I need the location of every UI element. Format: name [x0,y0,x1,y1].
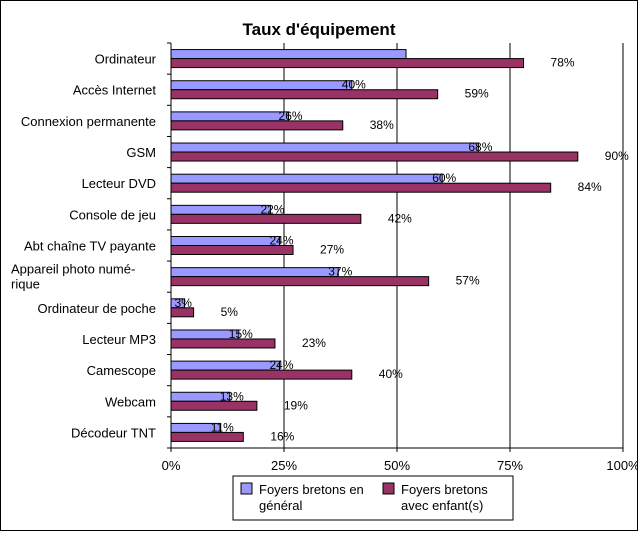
data-label: 24% [269,234,293,248]
bar-series-1 [170,360,280,371]
legend-box [232,475,514,521]
x-tick-label: 50% [384,458,410,473]
category-label: Webcam [105,394,156,409]
x-tick-label: 0% [162,458,181,473]
legend-swatch [382,482,395,495]
bar-series-2 [170,400,258,411]
data-label: 24% [269,358,293,372]
x-tick-labels: 0% 25% 50% 75% 100% [162,458,638,473]
data-label: 38% [370,118,394,132]
legend: Foyers bretons en général Foyers bretons av… [232,475,514,521]
category-label: Console de jeu [69,207,156,222]
category-labels: Ordinateur Accès Internet Connexion perman… [11,52,157,441]
category-label: Décodeur TNT [71,425,156,440]
bar-series-2 [170,369,353,380]
category-label: Lecteur MP3 [82,332,156,347]
legend-label: Foyers bretons avec enfant(s) [401,482,488,513]
bar-series-1 [170,204,271,215]
bar-series-1 [170,80,353,91]
data-label: 27% [320,243,344,257]
bar-series-1 [170,267,339,278]
data-labels: 78% 40% 59% 26% 38% 68% 90% 60% 84% 22% 42% 24% 27% 3… [175,56,630,444]
category-label: Appareil photo numé-rique [11,262,135,292]
legend-label: Foyers bretons en général [259,482,364,513]
category-label: Ordinateur de poche [37,301,156,316]
data-label: 78% [551,56,575,70]
bar-series-1 [170,49,407,60]
bar-series-2 [170,276,430,287]
data-label: 19% [284,398,308,412]
category-label: Connexion permanente [21,114,156,129]
data-label: 22% [260,202,284,216]
data-label: 57% [456,274,480,288]
data-label: 40% [379,367,403,381]
axes [167,42,624,452]
data-label: 42% [388,211,412,225]
category-label: Ordinateur [95,52,157,67]
bar-series-2 [170,151,579,162]
x-tick-label: 75% [497,458,523,473]
category-label: Accès Internet [73,83,156,98]
data-label: 23% [302,336,326,350]
bar-series-2 [170,58,525,69]
bar-series-1 [170,236,280,246]
chart-title: Taux d'équipement [243,20,396,39]
legend-swatch [240,482,253,495]
category-label: Lecteur DVD [82,176,156,191]
data-label: 26% [279,109,303,123]
data-label: 68% [468,140,492,154]
data-label: 15% [229,327,253,341]
x-tick-label: 100% [606,458,637,473]
bar-series-2 [170,120,344,131]
data-label: 60% [432,171,456,185]
bar-series-1 [170,142,479,153]
bar-series-1 [170,173,443,184]
bars [170,49,579,442]
bar-series-2 [170,338,276,349]
bar-series-2 [170,182,552,193]
x-tick-label: 25% [271,458,297,473]
data-label: 16% [270,429,294,443]
data-label: 11% [211,420,234,434]
bar-series-1 [170,111,290,122]
category-label: Camescope [87,363,156,378]
data-label: 3% [175,296,193,310]
data-label: 5% [221,305,239,319]
data-label: 37% [328,265,352,279]
data-label: 59% [465,87,489,101]
data-label: 84% [578,180,602,194]
data-label: 13% [220,389,244,403]
data-label: 40% [342,78,366,92]
category-label: Abt chaîne TV payante [24,239,156,254]
bar-series-2 [170,89,439,100]
data-label: 90% [605,149,629,163]
category-label: GSM [126,145,156,160]
